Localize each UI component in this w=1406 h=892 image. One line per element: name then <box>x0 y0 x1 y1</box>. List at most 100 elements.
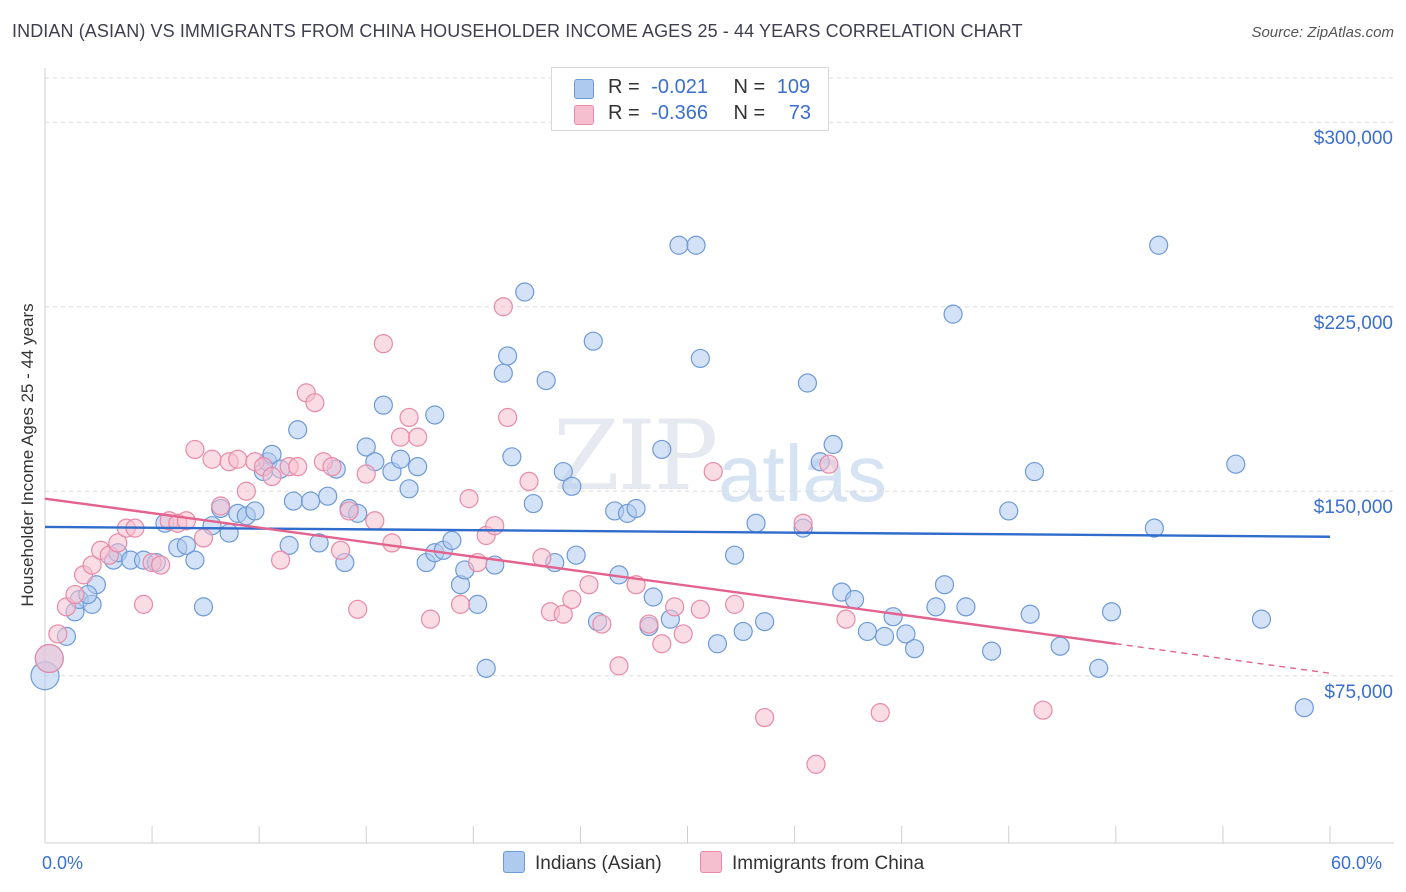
point-indian-77 <box>690 348 710 369</box>
point-indian-57 <box>502 447 522 467</box>
point-indian-73 <box>652 439 672 460</box>
legend-r1-value: -0.021 <box>651 76 708 98</box>
point-china-20 <box>211 496 231 516</box>
trend-line-china <box>44 497 1116 645</box>
point-china-8 <box>108 533 128 553</box>
point-indian-60 <box>536 370 556 391</box>
point-china-63 <box>665 597 685 617</box>
point-china-73 <box>870 703 890 723</box>
legend-swatch-pink <box>574 105 594 125</box>
point-china-42 <box>399 407 419 428</box>
point-china-18 <box>193 528 214 548</box>
point-china-72 <box>836 609 856 629</box>
point-indian-79 <box>725 545 745 565</box>
point-indian-84 <box>797 373 818 393</box>
chart-title: INDIAN (ASIAN) VS IMMIGRANTS FROM CHINA … <box>12 21 1023 41</box>
point-indian-20 <box>219 523 239 543</box>
series-name-china: Immigrants from China <box>732 853 925 874</box>
legend-r1-label: R = <box>608 76 640 98</box>
point-indian-52 <box>468 594 488 614</box>
point-china-17 <box>185 439 205 460</box>
point-indian-44 <box>408 457 428 477</box>
point-china-61 <box>639 614 659 634</box>
point-china-41 <box>390 427 411 447</box>
legend-n1-value: 109 <box>776 76 811 98</box>
point-indian-81 <box>746 513 766 533</box>
point-china-46 <box>459 489 479 509</box>
point-indian-72 <box>643 587 663 607</box>
point-indian-40 <box>373 395 393 415</box>
x-tick-label-min: 0.0% <box>42 853 84 873</box>
point-indian-38 <box>356 437 376 457</box>
point-china-11 <box>133 594 154 614</box>
series-name-indians: Indians (Asian) <box>535 853 662 874</box>
point-indian-102 <box>1050 636 1070 656</box>
point-china-33 <box>322 457 342 477</box>
point-indian-16 <box>185 550 205 570</box>
legend-n1-label: N = <box>733 76 766 98</box>
legend-n2-value: 73 <box>788 102 812 124</box>
legend-r2-label: R = <box>608 102 640 124</box>
point-indian-90 <box>874 626 895 646</box>
point-indian-101 <box>1020 604 1040 624</box>
point-indian-76 <box>686 235 706 255</box>
point-china-66 <box>703 461 723 482</box>
point-indian-92 <box>896 624 916 644</box>
point-china-34 <box>330 540 351 560</box>
point-china-23 <box>236 481 256 501</box>
point-china-44 <box>420 609 441 629</box>
point-indian-59 <box>523 493 543 514</box>
point-indian-32 <box>309 533 329 553</box>
point-china-70 <box>806 754 826 774</box>
point-china-38 <box>365 511 385 531</box>
y-tick-label-0: $75,000 <box>1324 681 1393 703</box>
point-indian-64 <box>566 545 586 565</box>
correlation-legend: R = -0.021 N = 109 R = -0.366 N = 73 <box>551 67 829 131</box>
point-china-37 <box>356 464 376 484</box>
point-china-50 <box>493 297 513 317</box>
point-indian-100 <box>1024 461 1045 482</box>
point-indian-107 <box>1226 454 1246 474</box>
y-tick-label-2: $225,000 <box>1313 312 1393 334</box>
point-china-22 <box>228 449 248 469</box>
bottom-legend-china: Immigrants from China <box>700 851 924 877</box>
point-indian-96 <box>943 304 963 324</box>
y-tick-label-1: $150,000 <box>1313 497 1393 519</box>
bottom-legend-indians: Indians (Asian) <box>503 851 662 877</box>
point-china-13 <box>151 555 171 575</box>
point-china-67 <box>725 594 745 614</box>
legend-swatch-blue <box>574 79 594 99</box>
legend-r2-value: -0.366 <box>651 102 708 124</box>
point-indian-33 <box>318 486 338 506</box>
point-indian-28 <box>279 535 299 555</box>
point-indian-70 <box>626 498 646 519</box>
point-indian-89 <box>857 621 878 642</box>
point-indian-99 <box>999 501 1019 521</box>
point-indian-82 <box>754 612 775 632</box>
point-china-71 <box>819 454 839 474</box>
point-china-59 <box>609 656 629 676</box>
point-indian-65 <box>583 331 603 351</box>
point-china-45 <box>450 594 471 614</box>
point-indian-98 <box>982 641 1002 661</box>
point-indian-108 <box>1251 609 1272 629</box>
point-indian-105 <box>1144 518 1164 538</box>
point-indian-78 <box>707 634 728 654</box>
watermark-atlas: atlas <box>718 429 887 518</box>
point-china-31 <box>305 393 325 413</box>
point-indian-94 <box>926 597 946 617</box>
point-indian-91 <box>883 607 903 627</box>
point-indian-15 <box>176 535 196 555</box>
point-indian-75 <box>669 235 689 255</box>
point-indian-93 <box>904 639 925 659</box>
point-indian-103 <box>1089 658 1109 678</box>
point-indian-42 <box>390 449 411 469</box>
point-china-57 <box>579 575 599 595</box>
point-china-62 <box>652 634 672 654</box>
point-china-1 <box>48 624 68 644</box>
point-indian-58 <box>515 282 535 302</box>
point-indian-104 <box>1101 602 1122 622</box>
point-china-26 <box>262 466 282 487</box>
point-indian-53 <box>476 658 496 678</box>
